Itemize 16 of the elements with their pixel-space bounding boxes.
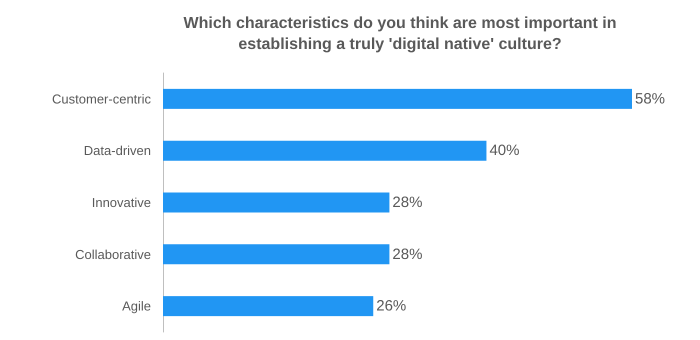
bar bbox=[163, 244, 390, 264]
data-label: 28% bbox=[392, 194, 422, 211]
bar bbox=[163, 88, 632, 109]
y-tick-label: Agile bbox=[122, 298, 151, 314]
y-tick-label: Data-driven bbox=[84, 143, 151, 158]
chart-title: Which characteristics do you think are most important in establishing a truly 'digital native' culture? bbox=[184, 15, 616, 53]
y-tick-label: Innovative bbox=[92, 195, 151, 210]
bar bbox=[163, 140, 486, 161]
data-label: 40% bbox=[489, 142, 520, 160]
y-tick-label: Collaborative bbox=[75, 246, 151, 262]
bar bbox=[163, 296, 374, 316]
data-label: 26% bbox=[376, 298, 406, 315]
y-tick-label: Customer-centric bbox=[52, 91, 152, 106]
bar bbox=[163, 192, 390, 212]
data-label: 58% bbox=[635, 90, 666, 108]
data-label: 28% bbox=[392, 246, 422, 263]
